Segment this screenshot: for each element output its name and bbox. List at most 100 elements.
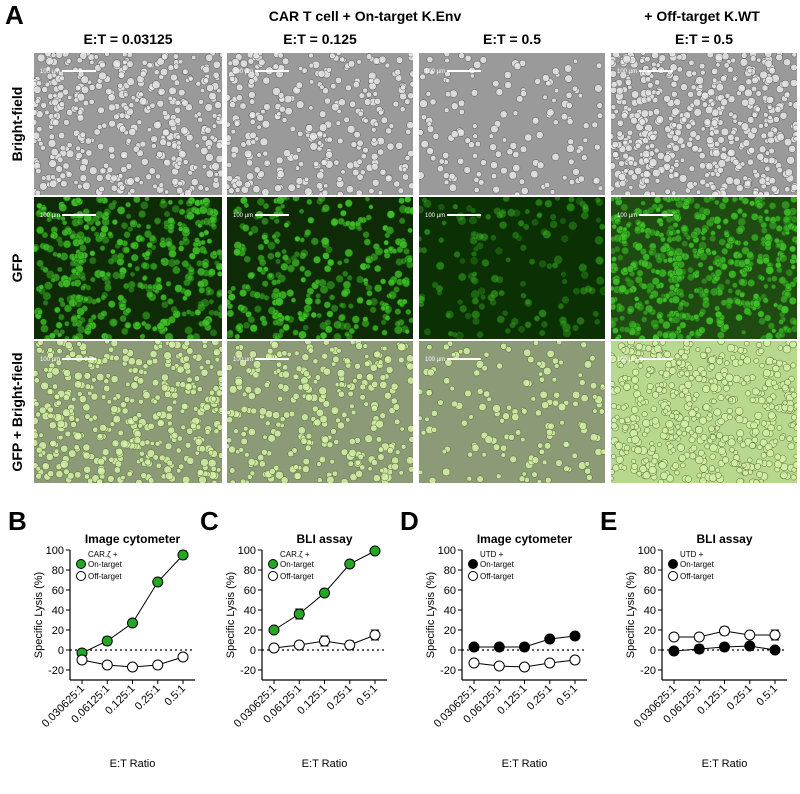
data-point <box>569 630 581 642</box>
cell-blob <box>190 422 197 430</box>
cell-blob <box>365 53 373 60</box>
cell-blob <box>303 304 312 313</box>
y-axis-label: Specific Lysis (%) <box>225 572 237 658</box>
cell-blob <box>312 379 319 385</box>
cell-blob <box>356 158 363 165</box>
scale-bar-line <box>639 214 674 217</box>
cell-blob <box>714 425 720 431</box>
cell-blob <box>191 54 197 60</box>
cell-blob <box>172 53 179 60</box>
cell-blob <box>164 390 172 398</box>
legend-header: CAR.ζ + <box>280 550 310 559</box>
scale-bar: 100 µm <box>233 213 290 219</box>
cell-blob <box>668 382 675 389</box>
cell-blob <box>228 385 238 394</box>
cell-blob <box>580 271 589 279</box>
cell-blob <box>728 397 734 403</box>
cell-blob <box>654 269 661 275</box>
cell-blob <box>107 231 113 237</box>
cell-blob <box>404 155 411 161</box>
cell-blob <box>144 197 150 202</box>
cell-blob <box>472 133 478 139</box>
cell-blob <box>660 293 666 299</box>
cell-blob <box>258 460 266 468</box>
cell-blob <box>267 241 276 250</box>
y-tick-label: 20 <box>444 625 456 637</box>
cell-blob <box>176 468 182 474</box>
cell-blob <box>297 130 304 137</box>
cell-blob <box>566 144 575 153</box>
cell-blob <box>211 113 218 119</box>
cell-blob <box>783 58 791 67</box>
cell-blob <box>256 114 264 122</box>
cell-blob <box>722 323 730 331</box>
cell-blob <box>211 250 218 256</box>
cell-blob <box>458 53 465 59</box>
cell-blob <box>562 441 570 448</box>
cell-blob <box>319 110 327 118</box>
cell-blob <box>130 271 135 277</box>
y-axis-label: Specific Lysis (%) <box>425 572 437 658</box>
cell-blob <box>170 306 178 313</box>
cell-blob <box>41 231 49 239</box>
cell-blob <box>63 119 70 126</box>
cell-blob <box>496 362 503 370</box>
cell-blob <box>377 359 384 365</box>
cell-blob <box>656 330 664 338</box>
cell-blob <box>167 223 175 231</box>
cell-blob <box>582 203 589 211</box>
cell-blob <box>445 91 452 98</box>
cell-blob <box>793 136 797 142</box>
cell-blob <box>373 121 379 127</box>
cell-blob <box>691 416 697 422</box>
cell-blob <box>371 163 379 171</box>
cell-blob <box>262 150 269 157</box>
cell-blob <box>196 469 204 477</box>
cell-blob <box>716 224 722 230</box>
cell-blob <box>325 246 333 254</box>
cell-blob <box>720 263 728 271</box>
cell-blob <box>116 206 126 215</box>
cell-blob <box>70 268 77 274</box>
cell-blob <box>63 369 71 377</box>
cell-blob <box>365 263 371 269</box>
cell-blob <box>611 354 617 363</box>
cell-blob <box>752 189 759 195</box>
cell-blob <box>695 425 704 435</box>
cell-blob <box>243 67 251 75</box>
cell-blob <box>479 56 487 64</box>
cell-blob <box>561 296 570 304</box>
y-tick-label: -20 <box>640 665 656 677</box>
cell-blob <box>458 349 464 355</box>
cell-blob <box>471 297 479 305</box>
cell-blob <box>316 171 325 180</box>
cell-blob <box>566 118 574 125</box>
cell-blob <box>365 214 372 221</box>
data-point <box>744 640 756 652</box>
cell-blob <box>210 465 217 472</box>
cell-blob <box>568 197 575 203</box>
cell-blob <box>727 258 735 266</box>
cell-blob <box>44 53 52 58</box>
cell-blob <box>36 126 43 133</box>
cell-blob <box>309 142 318 151</box>
cell-blob <box>687 273 695 281</box>
cell-blob <box>134 321 141 328</box>
cell-blob <box>780 295 788 304</box>
cell-blob <box>276 170 285 179</box>
cell-blob <box>55 359 62 367</box>
cell-blob <box>655 115 665 124</box>
cell-blob <box>594 236 604 245</box>
legend-marker <box>76 571 86 581</box>
cell-blob <box>60 460 69 469</box>
cell-blob <box>391 462 399 471</box>
cell-blob <box>791 253 797 260</box>
cell-blob <box>103 385 111 392</box>
cell-blob <box>156 99 165 108</box>
cell-blob <box>302 324 309 331</box>
cell-blob <box>681 313 687 319</box>
cell-blob <box>121 53 128 58</box>
cell-blob <box>424 328 431 336</box>
cell-blob <box>735 226 744 235</box>
cell-blob <box>149 441 155 446</box>
